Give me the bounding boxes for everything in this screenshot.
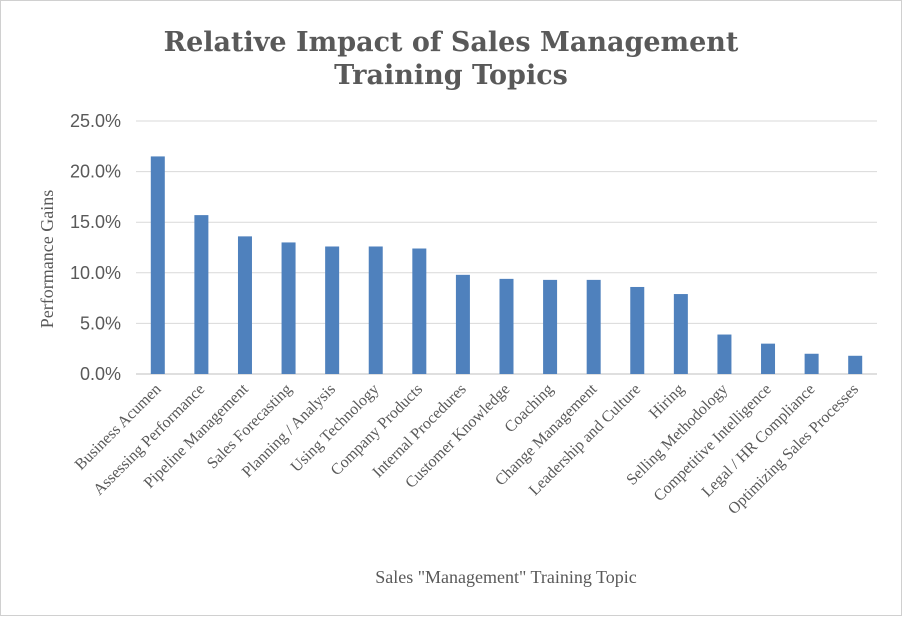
y-tick-label: 15.0% xyxy=(70,212,121,232)
bar xyxy=(848,355,863,374)
bar xyxy=(455,274,470,374)
y-tick-labels: 0.0% 5.0% 10.0% 15.0% 20.0% 25.0% xyxy=(70,111,121,384)
bar xyxy=(194,215,209,374)
bar xyxy=(237,236,252,374)
bar xyxy=(630,286,645,374)
chart-title-line-2: Training Topics xyxy=(334,60,568,91)
bar xyxy=(586,279,601,374)
y-tick-label: 20.0% xyxy=(70,162,121,182)
bars xyxy=(150,156,863,374)
y-tick-label: 0.0% xyxy=(80,364,121,384)
bar xyxy=(717,334,732,374)
bar xyxy=(412,248,427,374)
y-tick-label: 5.0% xyxy=(80,313,121,333)
y-tick-label: 25.0% xyxy=(70,111,121,131)
y-axis-title: Performance Gains xyxy=(37,190,57,328)
bar xyxy=(281,242,296,374)
bar xyxy=(543,279,558,374)
bar xyxy=(368,246,383,374)
bar xyxy=(761,343,776,374)
y-tick-label: 10.0% xyxy=(70,263,121,283)
gridlines xyxy=(136,120,877,375)
bar xyxy=(499,278,514,374)
bar xyxy=(150,156,165,374)
category-label: Hiring xyxy=(646,381,688,423)
bar xyxy=(673,294,688,374)
chart-title-line-1: Relative Impact of Sales Management xyxy=(164,27,739,58)
x-axis-title: Sales "Management" Training Topic xyxy=(375,567,637,587)
bar xyxy=(804,353,819,374)
bar xyxy=(325,246,340,374)
